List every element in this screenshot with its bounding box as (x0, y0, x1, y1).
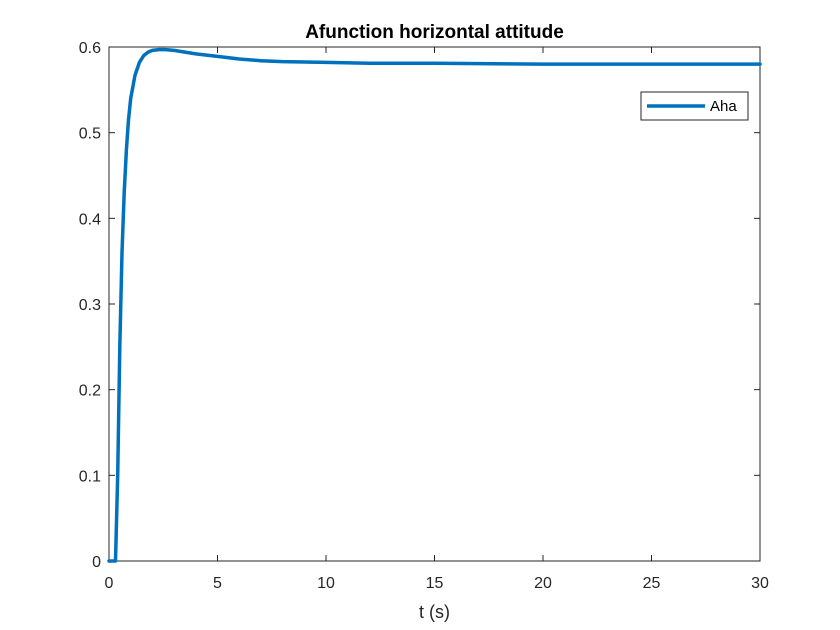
legend-label: Aha (710, 98, 737, 115)
x-tick-label: 10 (317, 575, 335, 592)
y-tick-label: 0.2 (79, 383, 101, 400)
y-tick-label: 0.5 (79, 126, 101, 143)
series-layer (107, 47, 762, 563)
x-tick-label: 0 (105, 575, 114, 592)
x-axis-label: t (s) (419, 602, 450, 622)
x-tick-label: 15 (426, 575, 444, 592)
plot-area (108, 46, 761, 562)
legend: Aha (640, 91, 749, 121)
axis-ticks: 0 5 10 15 20 25 30 0 0.1 0.2 0.3 0.4 0.5 0.6 (79, 40, 769, 592)
x-tick-label: 20 (534, 575, 552, 592)
y-tick-label: 0.3 (79, 297, 101, 314)
x-tick-label: 30 (751, 575, 769, 592)
y-tick-label: 0 (92, 554, 101, 571)
x-tick-label: 25 (643, 575, 661, 592)
chart-title: Afunction horizontal attitude (305, 22, 564, 43)
y-tick-label: 0.1 (79, 468, 101, 485)
series-line-aha (107, 47, 762, 563)
y-tick-label: 0.4 (79, 211, 101, 228)
x-tick-label: 5 (213, 575, 222, 592)
y-tick-label: 0.6 (79, 40, 101, 57)
